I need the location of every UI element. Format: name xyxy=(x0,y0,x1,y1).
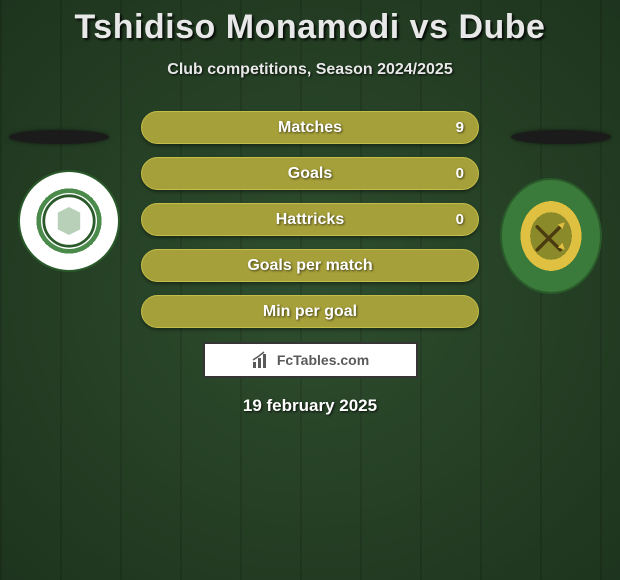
branding-text: FcTables.com xyxy=(277,352,369,368)
stat-label: Goals xyxy=(288,165,332,183)
page-title: Tshidiso Monamodi vs Dube xyxy=(0,0,620,47)
stat-bar-hattricks: Hattricks 0 xyxy=(141,203,479,236)
stat-bar-matches: Matches 9 xyxy=(141,111,479,144)
club-crest-left xyxy=(18,170,120,272)
branding-badge: FcTables.com xyxy=(203,342,418,378)
club-crest-left-inner xyxy=(41,193,97,249)
stat-bar-goals-per-match: Goals per match xyxy=(141,249,479,282)
stat-value: 0 xyxy=(456,165,464,182)
stat-value: 9 xyxy=(456,119,464,136)
page-subtitle: Club competitions, Season 2024/2025 xyxy=(0,61,620,79)
stat-label: Goals per match xyxy=(247,257,372,275)
player-shadow-left xyxy=(9,130,109,144)
stats-container: Matches 9 Goals 0 Hattricks 0 Goals per … xyxy=(141,111,479,328)
chart-icon xyxy=(251,350,271,370)
club-crest-right xyxy=(500,178,602,294)
stat-label: Hattricks xyxy=(276,211,344,229)
stat-value: 0 xyxy=(456,211,464,228)
stat-bar-goals: Goals 0 xyxy=(141,157,479,190)
date-text: 19 february 2025 xyxy=(0,396,620,416)
stat-bar-min-per-goal: Min per goal xyxy=(141,295,479,328)
player-shadow-right xyxy=(511,130,611,144)
stat-label: Matches xyxy=(278,119,342,137)
stat-label: Min per goal xyxy=(263,303,357,321)
